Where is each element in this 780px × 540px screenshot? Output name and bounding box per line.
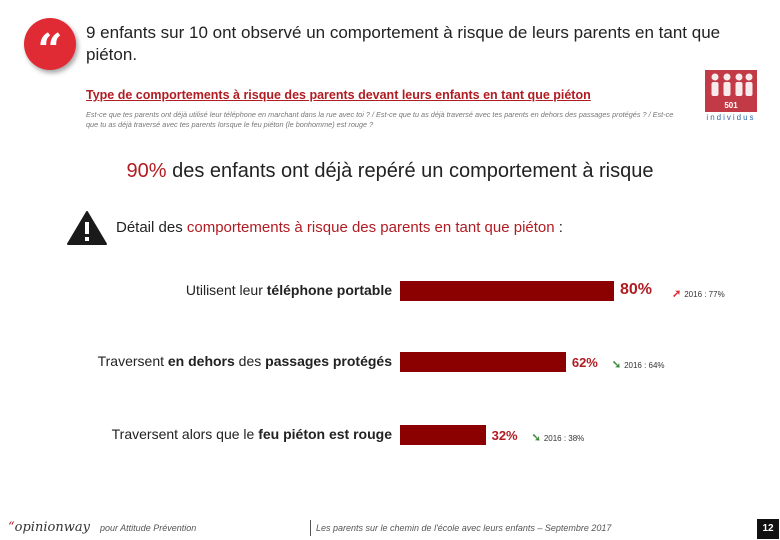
sample-count: 501 xyxy=(724,101,738,110)
footer-caption: Les parents sur le chemin de l'école ave… xyxy=(316,523,612,533)
sample-size: 501 individus xyxy=(702,70,760,122)
previous-year-value: ➚ 2016 : 77% xyxy=(672,288,725,300)
bar xyxy=(400,352,566,372)
category-label: Traversent en dehors des passages protég… xyxy=(97,353,392,369)
bar xyxy=(400,281,614,301)
previous-year-value: ➘ 2016 : 38% xyxy=(531,432,585,444)
bar-value-label: 62% xyxy=(571,355,598,370)
category-label: Traversent alors que le feu piéton est r… xyxy=(111,426,392,442)
key-stat-text: des enfants ont déjà repéré un comportem… xyxy=(166,160,654,182)
detail-suffix: : xyxy=(554,219,563,236)
people-icon: 501 xyxy=(705,70,757,112)
footer-client: pour Attitude Prévention xyxy=(100,523,197,533)
headline: 9 enfants sur 10 ont observé un comporte… xyxy=(86,23,721,64)
key-stat: 90% des enfants ont déjà repéré un compo… xyxy=(0,160,780,183)
survey-question: Est-ce que tes parents ont déjà utilisé … xyxy=(86,110,674,129)
bar-value-label: 80% xyxy=(620,281,653,298)
detail-prefix: Détail des xyxy=(116,219,187,236)
footer-divider xyxy=(310,520,311,536)
detail-highlight: comportements à risque des parents en ta… xyxy=(186,219,555,236)
detail-heading: Détail des comportements à risque des pa… xyxy=(116,219,563,236)
logo-quote: “ xyxy=(8,520,15,535)
trend-down-icon: ➘ xyxy=(531,432,541,444)
footer: “opinionway pour Attitude Prévention Les… xyxy=(0,518,780,540)
chart-subtitle: Type de comportements à risque des paren… xyxy=(86,88,591,102)
quote-badge: “ xyxy=(24,18,76,76)
key-stat-pct: 90% xyxy=(126,160,167,182)
page-number: 12 xyxy=(757,519,779,539)
previous-year-value: ➘ 2016 : 64% xyxy=(611,359,665,371)
trend-down-icon: ➘ xyxy=(611,359,622,371)
trend-up-icon: ➚ xyxy=(672,288,682,300)
sample-label: individus xyxy=(706,113,756,122)
logo-text: opinionway xyxy=(14,520,90,535)
bar xyxy=(400,425,486,445)
opinionway-logo: “opinionway xyxy=(8,520,90,535)
category-label: Utilisent leur téléphone portable xyxy=(185,282,392,298)
quote-icon: “ xyxy=(37,25,63,76)
warning-icon xyxy=(67,211,107,245)
bar-value-label: 32% xyxy=(491,428,518,443)
